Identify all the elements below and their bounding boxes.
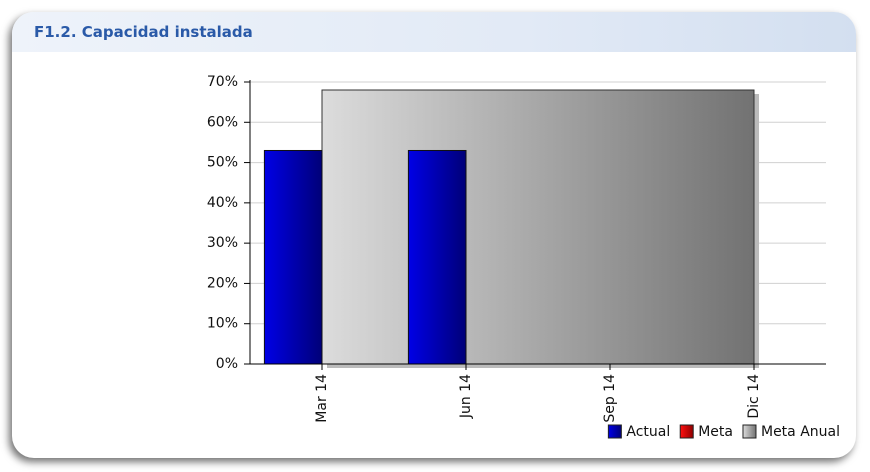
y-tick-label: 30% [207, 235, 238, 251]
legend-swatch [607, 424, 622, 439]
legend-label: Meta Anual [761, 424, 840, 440]
legend-label: Meta [698, 424, 733, 440]
legend-swatch [679, 424, 694, 439]
x-tick-label: Mar 14 [314, 374, 330, 423]
y-tick-label: 40% [207, 195, 238, 211]
y-tick-label: 0% [216, 356, 238, 372]
panel-header: F1.2. Capacidad instalada [12, 12, 856, 52]
x-tick-label: Sep 14 [602, 374, 618, 423]
y-tick-label: 70% [207, 74, 238, 90]
x-tick-label: Jun 14 [458, 374, 474, 419]
bar [407, 149, 467, 365]
legend-label: Actual [626, 424, 670, 440]
legend-swatch [742, 424, 757, 439]
panel-title: F1.2. Capacidad instalada [34, 23, 253, 41]
y-tick-label: 20% [207, 275, 238, 291]
area [321, 89, 755, 365]
y-tick-label: 10% [207, 316, 238, 332]
y-tick-label: 60% [207, 114, 238, 130]
y-tick-label: 50% [207, 155, 238, 171]
x-tick-label: Dic 14 [746, 374, 762, 419]
bar [263, 149, 323, 365]
